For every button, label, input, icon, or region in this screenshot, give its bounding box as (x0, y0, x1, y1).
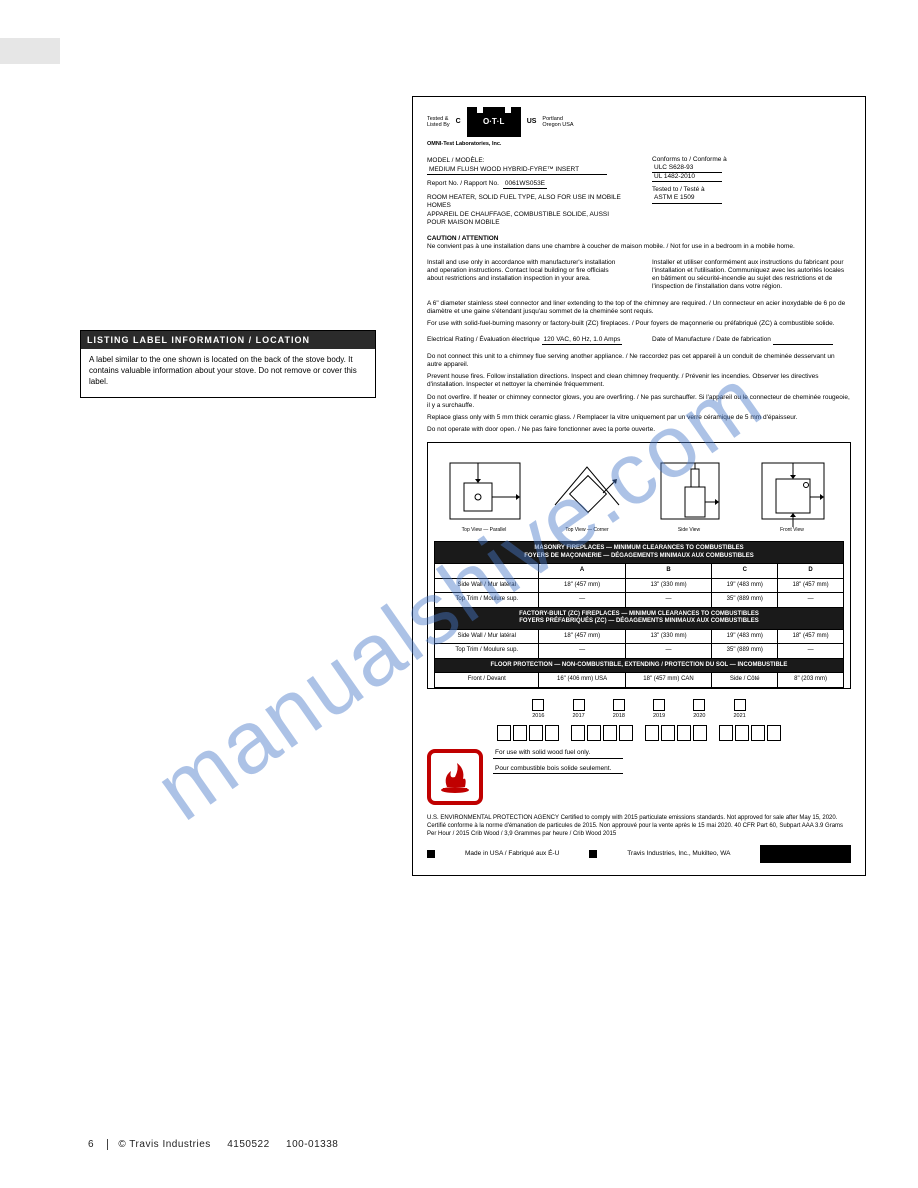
year-check-2018: 2018 (613, 699, 625, 720)
clr-head2: FACTORY-BUILT (ZC) FIREPLACES — MINIMUM … (435, 607, 844, 629)
clr-head3: FLOOR PROTECTION — NON-COMBUSTIBLE, EXTE… (435, 658, 844, 673)
report-label: Report No. / Rapport No. (427, 180, 499, 189)
page-number: 6 (88, 1139, 94, 1150)
diagram-corner: Top View — Corner (547, 457, 629, 535)
clr-col1: A (539, 564, 625, 579)
ul2: UL 1482-2010 (652, 173, 722, 182)
otl-left-text: Tested & Listed By (427, 116, 450, 128)
otl-right-text: Portland Oregon USA (542, 116, 573, 128)
year-check-2021: 2021 (734, 699, 746, 720)
clr-col4: D (778, 564, 844, 579)
bullet-icon (427, 850, 435, 858)
diagram-side: Side View (649, 457, 731, 535)
fuel-fr: Pour combustible bois solide seulement. (493, 765, 623, 774)
install-usa: Install and use only in accordance with … (427, 259, 626, 292)
listing-info-header: LISTING LABEL INFORMATION / LOCATION (81, 331, 375, 349)
clr-col3: C (712, 564, 778, 579)
otl-c: C (456, 118, 461, 127)
table-row: Side Wall / Mur latéral18" (457 mm)13" (… (435, 629, 844, 644)
page-margin-tab (0, 38, 60, 64)
table-row: Top Trim / Moulure sup.——35" (889 mm)— (435, 644, 844, 659)
clr-col0 (435, 564, 539, 579)
mfg-date-value (773, 336, 833, 345)
chimney-note: A 6" diameter stainless steel connector … (427, 300, 851, 316)
travis-addr: Travis Industries, Inc., Mukilteo, WA (627, 850, 730, 858)
ul1: ULC S628-93 (652, 164, 722, 173)
page-footer: 6 © Travis Industries 4150522 100-01338 (88, 1139, 338, 1150)
mfg-date-label: Date of Manufacture / Date de fabricatio… (652, 336, 771, 343)
clearance-table: MASONRY FIREPLACES — MINIMUM CLEARANCES … (434, 541, 844, 688)
fuel-type-block: For use with solid wood fuel only. Pour … (427, 749, 851, 805)
svg-text:Top View — Parallel: Top View — Parallel (462, 527, 507, 533)
left-column: LISTING LABEL INFORMATION / LOCATION A l… (80, 330, 380, 398)
year-check-2020: 2020 (693, 699, 705, 720)
caution-body: Ne convient pas à une installation dans … (427, 243, 851, 251)
electrical-label: Electrical Rating / Évaluation électriqu… (427, 336, 540, 343)
otl-oregon: Oregon USA (542, 122, 573, 128)
fuel-en: For use with solid wood fuel only. (493, 749, 623, 758)
year-check-2017: 2017 (573, 699, 585, 720)
caution-label: CAUTION / ATTENTION (427, 235, 851, 243)
clr-head1: MASONRY FIREPLACES — MINIMUM CLEARANCES … (435, 542, 844, 564)
label-footer-row: Made in USA / Fabriqué aux É-U Travis In… (427, 845, 851, 863)
year-check-2019: 2019 (653, 699, 665, 720)
type-en: ROOM HEATER, SOLID FUEL TYPE, ALSO FOR U… (427, 194, 626, 210)
svg-text:Front View: Front View (780, 527, 804, 533)
clr-col2: B (625, 564, 712, 579)
listing-info-body: A label similar to the one shown is loca… (81, 349, 375, 397)
bullet-icon (589, 850, 597, 858)
door-open: Do not operate with door open. / Ne pas … (427, 426, 851, 434)
table-row: Front / Devant16" (406 mm) USA18" (457 m… (435, 673, 844, 688)
footer-rev: 4150522 (227, 1139, 269, 1150)
certification-label: Tested & Listed By C O·T·L US Portland O… (412, 96, 866, 876)
type-fr: APPAREIL DE CHAUFFAGE, COMBUSTIBLE SOLID… (427, 211, 626, 227)
wood-fire-icon (427, 749, 483, 805)
made-in: Made in USA / Fabriqué aux É-U (465, 850, 559, 858)
svg-text:Top View — Corner: Top View — Corner (565, 527, 609, 533)
clearance-diagrams: Top View — Parallel Top View — Corner (434, 449, 844, 535)
table-row: Side Wall / Mur latéral18" (457 mm)13" (… (435, 578, 844, 593)
warn3: Do not overfire. If heater or chimney co… (427, 394, 851, 410)
serial-number-boxes (427, 725, 851, 741)
replace-glass: Replace glass only with 5 mm thick ceram… (427, 414, 851, 422)
black-bar (760, 845, 851, 863)
year-checkbox-row: 2016 2017 2018 2019 2020 2021 (427, 699, 851, 720)
model-label: MODEL / MODÈLE: (427, 157, 485, 165)
otl-us: US (527, 118, 537, 127)
fireplace-note: For use with solid-fuel-burning masonry … (427, 320, 851, 328)
otl-mark-icon: O·T·L (467, 107, 521, 137)
otl-logo-block: Tested & Listed By C O·T·L US Portland O… (427, 107, 851, 137)
diagram-front: Front View (752, 457, 834, 535)
warn1: Do not connect this unit to a chimney fl… (427, 353, 851, 369)
table-row: Top Trim / Moulure sup.——35" (889 mm)— (435, 593, 844, 608)
electrical-value: 120 VAC, 60 Hz, 1.0 Amps (542, 336, 623, 345)
clearance-diagram-box: Top View — Parallel Top View — Corner (427, 442, 851, 689)
warn2: Prevent house fires. Follow installation… (427, 373, 851, 389)
otl-sub: OMNI-Test Laboratories, Inc. (427, 141, 851, 148)
epa-statement: U.S. ENVIRONMENTAL PROTECTION AGENCY Cer… (427, 815, 851, 838)
report-value: 0061WS053E (503, 180, 547, 189)
listing-info-box: LISTING LABEL INFORMATION / LOCATION A l… (80, 330, 376, 398)
footer-copyright: © Travis Industries (118, 1139, 210, 1150)
svg-text:Side View: Side View (678, 527, 701, 533)
otl-listed: Listed By (427, 122, 450, 128)
astm: ASTM E 1509 (652, 194, 722, 203)
diagram-parallel: Top View — Parallel (444, 457, 526, 535)
year-check-2016: 2016 (532, 699, 544, 720)
conforms-label: Conforms to / Conforme à (652, 156, 851, 164)
model-value: MEDIUM FLUSH WOOD HYBRID-FYRE™ INSERT (427, 166, 607, 175)
tested-label: Tested to / Testé à (652, 186, 851, 194)
install-can: Installer et utiliser conformément aux i… (652, 259, 851, 292)
footer-code: 100-01338 (286, 1139, 338, 1150)
